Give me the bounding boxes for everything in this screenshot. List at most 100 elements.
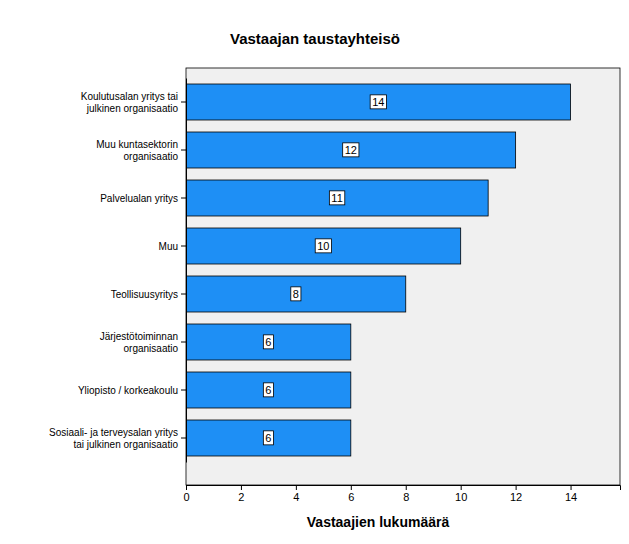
x-axis: 0 2 4 6 8 10 12 14 [183, 485, 620, 503]
y-tick-mark [181, 150, 186, 151]
data-label-box [291, 287, 301, 301]
y-tick-mark [181, 438, 186, 439]
x-tick-label: 0 [183, 491, 189, 503]
y-tick-label: Teollisuusyritys [111, 289, 178, 300]
x-tick-mark [571, 485, 572, 490]
data-label-box [263, 335, 273, 349]
x-tick: 0 [183, 485, 189, 503]
y-tick: Palvelualan yritys [100, 193, 186, 204]
x-tick-label: 14 [565, 491, 577, 503]
x-tick-mark [241, 485, 242, 490]
x-tick-mark [186, 485, 187, 490]
y-tick-label: Järjestötoiminnanorganisaatio [100, 331, 179, 354]
y-tick: Koulutusalan yritys taijulkinen organisa… [81, 91, 186, 114]
data-label-box [263, 431, 273, 445]
bar [186, 420, 351, 456]
bar [186, 276, 406, 312]
data-label-box [370, 95, 386, 109]
x-tick: 12 [510, 485, 522, 503]
y-tick-label-line: Muu [159, 241, 178, 252]
x-tick: 6 [348, 485, 354, 503]
y-axis: Koulutusalan yritys taijulkinen organisa… [49, 79, 186, 463]
y-tick-label-line: Järjestötoiminnan [100, 331, 178, 342]
y-tick-mark [181, 102, 186, 103]
y-tick: Muu [159, 241, 186, 252]
x-tick-label: 6 [348, 491, 354, 503]
data-label: 6 [263, 431, 273, 445]
x-tick: 2 [238, 485, 244, 503]
data-label-box [263, 383, 273, 397]
x-tick-label: 4 [293, 491, 299, 503]
bar [186, 132, 516, 168]
bars [186, 84, 571, 456]
y-tick-label-line: organisaatio [124, 151, 179, 162]
bar [186, 84, 571, 120]
y-tick-mark [181, 342, 186, 343]
y-tick: Järjestötoiminnanorganisaatio [100, 331, 186, 354]
y-tick: Yliopisto / korkeakoulu [78, 385, 186, 396]
data-label: 11 [329, 191, 344, 205]
x-tick: 4 [293, 485, 299, 503]
x-tick-label: 10 [455, 491, 467, 503]
y-axis-line [186, 79, 187, 463]
data-label: 14 [370, 95, 386, 109]
y-tick-mark [181, 390, 186, 391]
y-tick-mark [181, 246, 186, 247]
data-label: 6 [263, 383, 273, 397]
bar [186, 324, 351, 360]
data-label: 10 [315, 239, 331, 253]
data-label: 12 [343, 143, 359, 157]
y-tick-label: Muu [159, 241, 178, 252]
x-tick-label: 12 [510, 491, 522, 503]
y-tick-mark [181, 294, 186, 295]
y-tick: Teollisuusyritys [111, 289, 186, 300]
y-tick-label: Palvelualan yritys [100, 193, 178, 204]
data-label: 8 [291, 287, 301, 301]
data-label-box [343, 143, 359, 157]
bar [186, 228, 461, 264]
x-tick-label: 2 [238, 491, 244, 503]
y-tick-label-line: Koulutusalan yritys tai [81, 91, 178, 102]
y-tick-label-line: Palvelualan yritys [100, 193, 178, 204]
data-label-text: 6 [265, 432, 271, 444]
x-tick-mark [461, 485, 462, 490]
y-tick-label-line: organisaatio [124, 343, 179, 354]
y-tick-mark [181, 198, 186, 199]
x-tick-mark [296, 485, 297, 490]
y-tick-label: Koulutusalan yritys taijulkinen organisa… [81, 91, 179, 114]
data-label: 6 [263, 335, 273, 349]
data-label-text: 6 [265, 336, 271, 348]
y-tick: Muu kuntasektorinorganisaatio [96, 139, 186, 162]
data-label-text: 10 [317, 240, 329, 252]
y-tick-label-line: tai julkinen organisaatio [73, 439, 178, 450]
data-label-box [329, 191, 344, 205]
data-label-text: 8 [293, 288, 299, 300]
x-tick-mark [351, 485, 352, 490]
y-tick: Sosiaali- ja terveysalan yritystai julki… [49, 427, 186, 450]
x-axis-title: Vastaajien lukumäärä [307, 514, 450, 530]
y-tick-label: Muu kuntasektorinorganisaatio [96, 139, 178, 162]
y-tick-label: Sosiaali- ja terveysalan yritystai julki… [49, 427, 178, 450]
data-label-text: 12 [345, 144, 357, 156]
plot-frame [186, 68, 620, 485]
x-tick: 14 [565, 485, 577, 503]
x-tick-mark [516, 485, 517, 490]
bar [186, 180, 488, 216]
x-axis-line [187, 486, 621, 491]
y-tick-label-line: Teollisuusyritys [111, 289, 178, 300]
data-label-text: 11 [331, 192, 342, 204]
bar [186, 372, 351, 408]
chart-title: Vastaajan taustayhteisö [230, 30, 400, 47]
y-tick-label: Yliopisto / korkeakoulu [78, 385, 178, 396]
y-tick-label-line: Sosiaali- ja terveysalan yritys [49, 427, 178, 438]
y-tick-label-line: julkinen organisaatio [86, 103, 179, 114]
data-label-box [315, 239, 331, 253]
y-tick-label-line: Muu kuntasektorin [96, 139, 178, 150]
data-labels: 14 12 11 10 8 6 6 6 [263, 95, 386, 445]
x-tick-mark [406, 485, 407, 490]
data-label-text: 14 [372, 96, 384, 108]
chart: 0 2 4 6 8 10 12 14 Koulutusalan yritys taijulkin… [0, 0, 629, 544]
x-tick: 8 [403, 485, 409, 503]
x-tick: 10 [455, 485, 467, 503]
data-label-text: 6 [265, 384, 271, 396]
